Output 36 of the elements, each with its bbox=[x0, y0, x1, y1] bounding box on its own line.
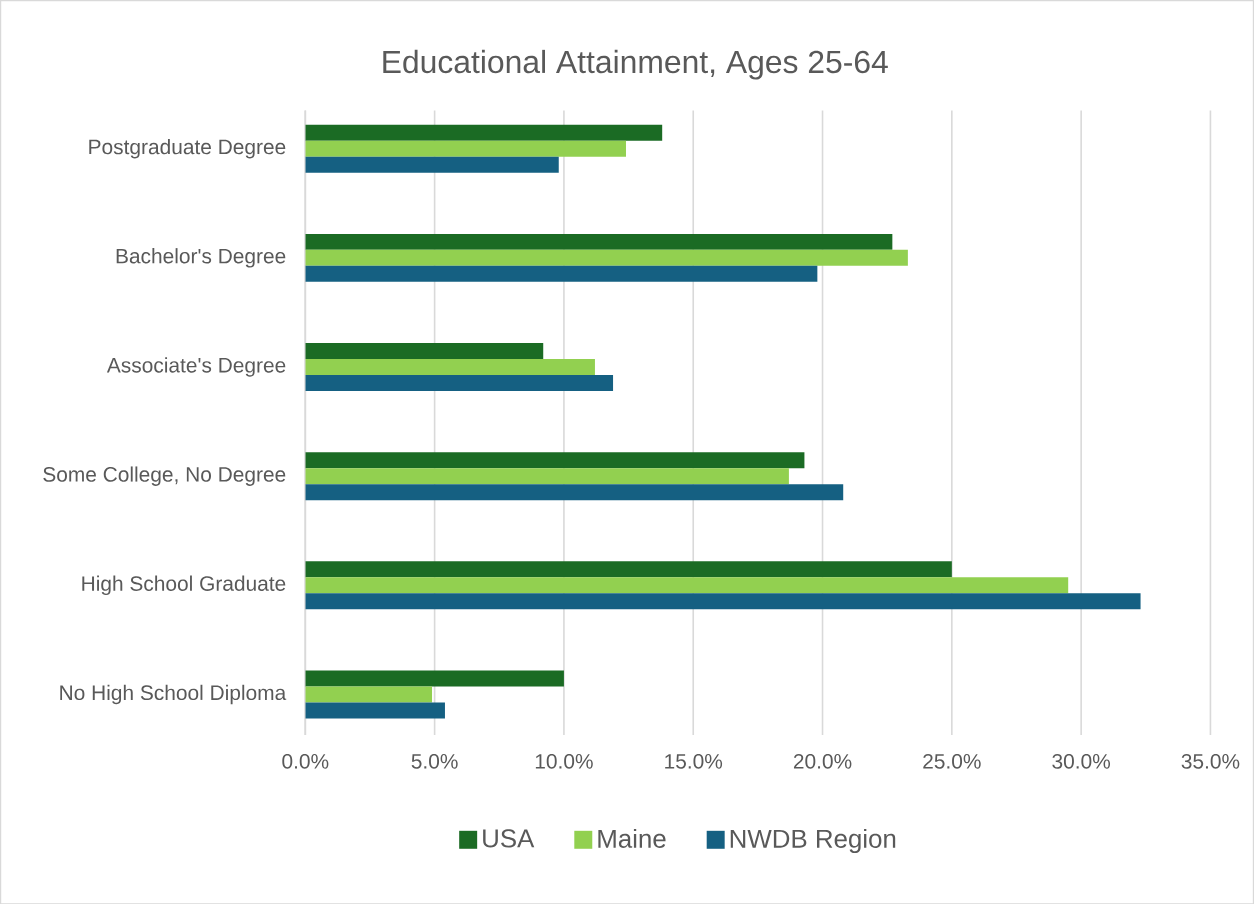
x-tick-label: 35.0% bbox=[1181, 753, 1240, 769]
legend-label: NWDB Region bbox=[730, 828, 896, 853]
bar bbox=[305, 140, 626, 157]
y-tick-label: Postgraduate Degree bbox=[89, 138, 286, 159]
bar bbox=[305, 265, 818, 282]
bar bbox=[305, 484, 844, 500]
y-tick-label: No High School Diploma bbox=[60, 684, 287, 705]
bar bbox=[305, 686, 433, 703]
chart-title: Educational Attainment, Ages 25-64 bbox=[383, 49, 888, 80]
x-tick-label: 15.0% bbox=[665, 753, 723, 769]
y-tick-label: Bachelor's Degree bbox=[116, 247, 286, 268]
bar bbox=[305, 577, 1069, 594]
bar bbox=[305, 468, 789, 485]
legend-label: USA bbox=[483, 829, 535, 848]
bar bbox=[305, 452, 805, 469]
bar bbox=[305, 342, 544, 359]
bar bbox=[305, 233, 893, 250]
bar bbox=[305, 593, 1141, 610]
bar bbox=[305, 156, 559, 173]
y-tick-label: Associate's Degree bbox=[106, 357, 286, 377]
bar bbox=[305, 249, 908, 266]
x-tick-label: 5.0% bbox=[411, 753, 458, 769]
bar bbox=[305, 124, 663, 141]
x-tick-label: 25.0% bbox=[923, 753, 981, 769]
legend-label: Maine bbox=[598, 828, 666, 848]
y-tick-label: High School Graduate bbox=[82, 575, 286, 595]
bar bbox=[305, 702, 445, 719]
x-tick-label: 10.0% bbox=[535, 753, 593, 769]
x-tick-label: 20.0% bbox=[793, 753, 852, 769]
x-tick-label: 0.0% bbox=[282, 753, 329, 769]
y-tick-label: Some College, No Degree bbox=[43, 466, 286, 486]
x-tick-label: 30.0% bbox=[1052, 753, 1111, 769]
bar bbox=[305, 561, 952, 578]
bar bbox=[305, 670, 564, 687]
bar bbox=[305, 358, 595, 375]
bar bbox=[305, 374, 614, 391]
